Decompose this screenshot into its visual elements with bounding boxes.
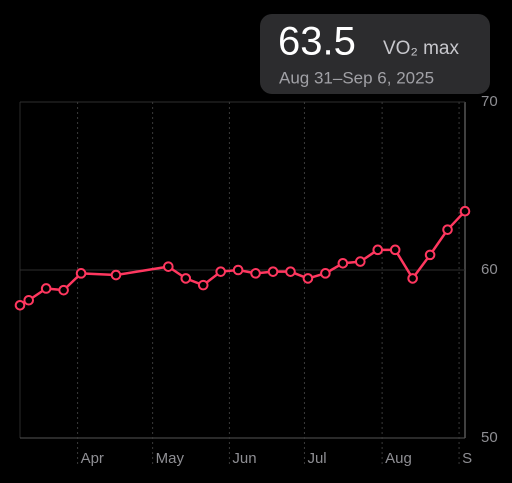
data-point xyxy=(389,244,401,256)
y-tick-label: 50 xyxy=(481,429,498,446)
data-point xyxy=(459,205,471,217)
x-tick-label: S xyxy=(462,450,472,467)
y-tick-label: 60 xyxy=(481,261,498,278)
data-point xyxy=(424,249,436,261)
data-point xyxy=(180,273,192,284)
x-tick-label: Jun xyxy=(232,450,256,467)
data-point xyxy=(197,279,209,291)
tooltip-date: Aug 31–Sep 6, 2025 xyxy=(279,68,434,87)
data-point xyxy=(250,268,261,279)
data-point xyxy=(320,268,331,279)
data-point xyxy=(302,273,314,284)
tooltip xyxy=(260,14,490,94)
data-point xyxy=(372,244,384,256)
data-point xyxy=(442,224,453,235)
data-point xyxy=(232,264,244,276)
data-point xyxy=(58,284,69,296)
data-point xyxy=(354,256,366,267)
data-point xyxy=(75,268,87,279)
y-tick-label: 70 xyxy=(481,93,498,110)
x-tick-label: Apr xyxy=(81,450,104,467)
data-point xyxy=(267,266,279,277)
x-tick-label: May xyxy=(156,450,185,467)
x-tick-label: Jul xyxy=(307,450,326,467)
data-point xyxy=(23,294,35,306)
data-point xyxy=(407,273,418,284)
tooltip-value: 63.5 xyxy=(278,20,356,64)
x-tick-label: Aug xyxy=(385,450,412,467)
data-point xyxy=(40,283,52,294)
data-point xyxy=(163,261,174,272)
data-point xyxy=(215,266,226,277)
tooltip-unit: VO₂ max xyxy=(383,38,460,59)
data-point xyxy=(285,266,296,277)
data-point xyxy=(337,257,349,269)
data-point xyxy=(14,299,26,311)
data-point xyxy=(110,269,122,281)
